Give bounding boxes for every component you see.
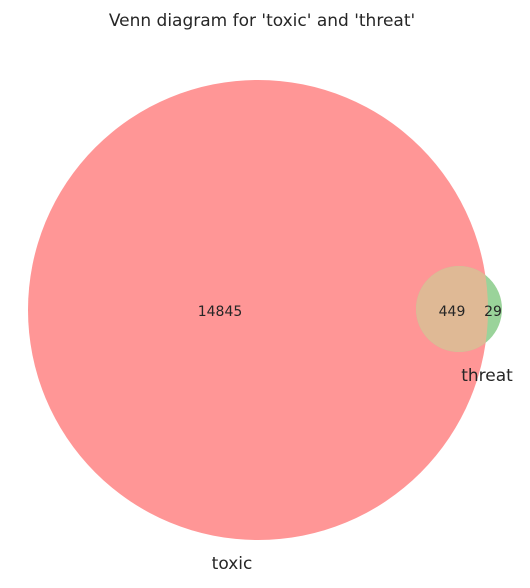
threat-only-count: 29 — [484, 304, 502, 320]
overlap-count: 449 — [439, 304, 466, 320]
diagram-title: Venn diagram for 'toxic' and 'threat' — [109, 11, 415, 31]
toxic-only-count: 14845 — [198, 304, 243, 320]
toxic-set-label: toxic — [212, 554, 253, 574]
overlap-region — [416, 266, 488, 352]
toxic-circle — [28, 80, 488, 540]
threat-set-label: threat — [461, 366, 513, 386]
